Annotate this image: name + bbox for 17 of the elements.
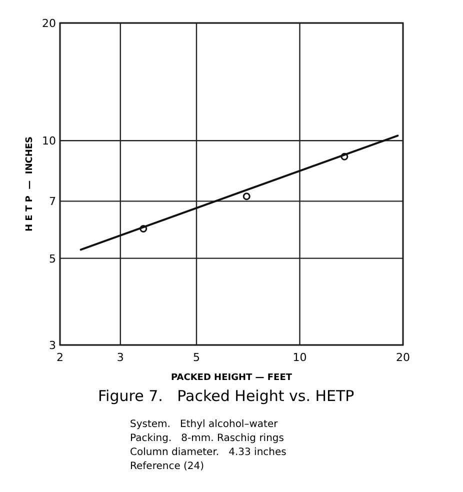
- text: Packing. 8-mm. Raschig rings: [130, 433, 284, 444]
- y-tick-label: 10: [42, 134, 56, 148]
- text: Figure 7. Packed Height vs. HETP: [98, 387, 354, 405]
- text: Reference (24): [130, 461, 204, 472]
- x-tick-label: 20: [396, 351, 410, 364]
- x-tick-label: 3: [116, 351, 124, 364]
- y-tick-label: 3: [49, 339, 56, 352]
- x-tick-label: 5: [192, 351, 200, 364]
- x-tick-label: 2: [56, 351, 64, 364]
- text: System. Ethyl alcohol–water: [130, 419, 279, 430]
- x-tick-label: 10: [292, 351, 307, 364]
- y-axis-title: H E T P — INCHES: [25, 136, 35, 232]
- y-tick-label: 20: [42, 17, 56, 30]
- y-tick-label: 7: [49, 195, 56, 208]
- text: Column diameter. 4.33 inches: [130, 447, 286, 458]
- x-axis-title: PACKED HEIGHT — FEET: [170, 373, 293, 383]
- y-tick-label: 5: [49, 252, 56, 266]
